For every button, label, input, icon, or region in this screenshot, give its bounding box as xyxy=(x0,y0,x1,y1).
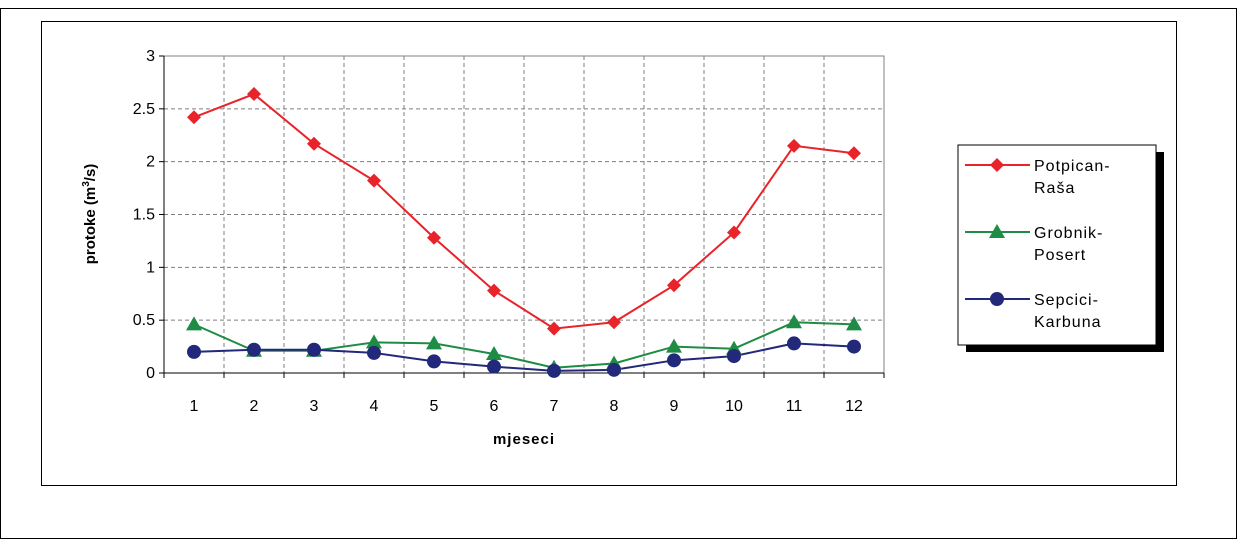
legend-label-1-line2: Raša xyxy=(1034,180,1075,197)
x-tick-label: 7 xyxy=(550,398,559,415)
x-tick-label: 1 xyxy=(190,398,199,415)
data-point-series-1 xyxy=(547,321,561,336)
data-point-series-1 xyxy=(367,173,381,188)
legend-box xyxy=(957,144,1157,346)
x-tick-labels: 1 2 3 4 5 6 7 8 9 10 11 12 xyxy=(190,398,863,415)
data-point-series-3 xyxy=(367,345,381,360)
y-tick-label: 0 xyxy=(146,365,155,382)
x-tick-label: 6 xyxy=(490,398,499,415)
legend-marker-1 xyxy=(990,158,1004,172)
data-point-series-3 xyxy=(787,336,801,351)
data-point-series-1 xyxy=(847,146,861,161)
x-tick-label: 11 xyxy=(786,398,803,415)
data-point-series-1 xyxy=(307,136,321,151)
data-point-series-1 xyxy=(247,87,261,102)
data-point-series-2 xyxy=(486,345,502,360)
y-tick-labels: 0 0.5 1 1.5 2 2.5 3 xyxy=(133,48,155,382)
data-point-series-2 xyxy=(786,314,802,329)
x-tick-label: 3 xyxy=(310,398,319,415)
y-axis-title-sup: 3 xyxy=(81,181,92,187)
grid-lines xyxy=(164,55,884,373)
data-point-series-3 xyxy=(427,354,441,369)
data-point-series-3 xyxy=(727,349,741,364)
data-point-series-1 xyxy=(667,278,681,293)
y-tick-label: 1 xyxy=(146,259,155,276)
axes xyxy=(159,55,885,378)
outer-frame xyxy=(0,8,1237,539)
y-tick-label: 2 xyxy=(146,154,155,171)
legend-label-1-line1: Potpican- xyxy=(1034,158,1111,175)
y-axis-title: protoke (m3/s) xyxy=(81,164,99,265)
series-line-3 xyxy=(193,342,855,372)
data-point-series-2 xyxy=(426,335,442,350)
y-axis-title-main: protoke (m xyxy=(82,187,99,265)
data-point-series-1 xyxy=(727,225,741,240)
y-tick-label: 3 xyxy=(146,48,155,65)
legend: Potpican- Raša Grobnik- Posert Sepcici- Karbu… xyxy=(957,144,1164,352)
y-axis-title-tail: /s) xyxy=(82,164,99,182)
data-point-series-3 xyxy=(667,353,681,368)
data-point-series-2 xyxy=(366,334,382,349)
x-tick-label: 10 xyxy=(725,398,743,415)
chart-frame xyxy=(41,21,1177,486)
legend-label-3-line2: Karbuna xyxy=(1034,314,1102,331)
y-tick-label: 2.5 xyxy=(133,101,155,118)
y-tick-label: 1.5 xyxy=(133,207,155,224)
data-point-series-2 xyxy=(666,338,682,353)
data-point-series-1 xyxy=(427,230,441,245)
x-tick-label: 12 xyxy=(845,398,863,415)
series-markers xyxy=(186,87,862,378)
series-lines xyxy=(193,92,855,372)
legend-marker-3 xyxy=(990,292,1004,306)
data-point-series-3 xyxy=(547,363,561,378)
data-point-series-3 xyxy=(247,342,261,357)
data-point-series-2 xyxy=(846,316,862,331)
series-line-1 xyxy=(193,92,855,330)
legend-label-2-line2: Posert xyxy=(1034,247,1086,264)
legend-label-2-line1: Grobnik- xyxy=(1034,225,1103,242)
x-tick-label: 2 xyxy=(250,398,259,415)
data-point-series-3 xyxy=(847,339,861,354)
x-axis-title: mjeseci xyxy=(493,431,555,448)
data-point-series-3 xyxy=(487,359,501,374)
data-point-series-1 xyxy=(787,138,801,153)
data-point-series-1 xyxy=(607,315,621,330)
legend-marker-2 xyxy=(989,224,1005,238)
data-point-series-3 xyxy=(307,342,321,357)
legend-label-3-line1: Sepcici- xyxy=(1034,292,1099,309)
x-tick-label: 9 xyxy=(670,398,679,415)
data-point-series-1 xyxy=(487,283,501,298)
data-point-series-3 xyxy=(187,344,201,359)
data-point-series-2 xyxy=(186,316,202,331)
x-tick-label: 8 xyxy=(610,398,619,415)
data-point-series-3 xyxy=(607,362,621,377)
x-tick-label: 4 xyxy=(370,398,379,415)
x-tick-label: 5 xyxy=(430,398,439,415)
series-line-2 xyxy=(193,321,855,369)
data-point-series-1 xyxy=(187,110,201,125)
y-tick-label: 0.5 xyxy=(133,312,155,329)
